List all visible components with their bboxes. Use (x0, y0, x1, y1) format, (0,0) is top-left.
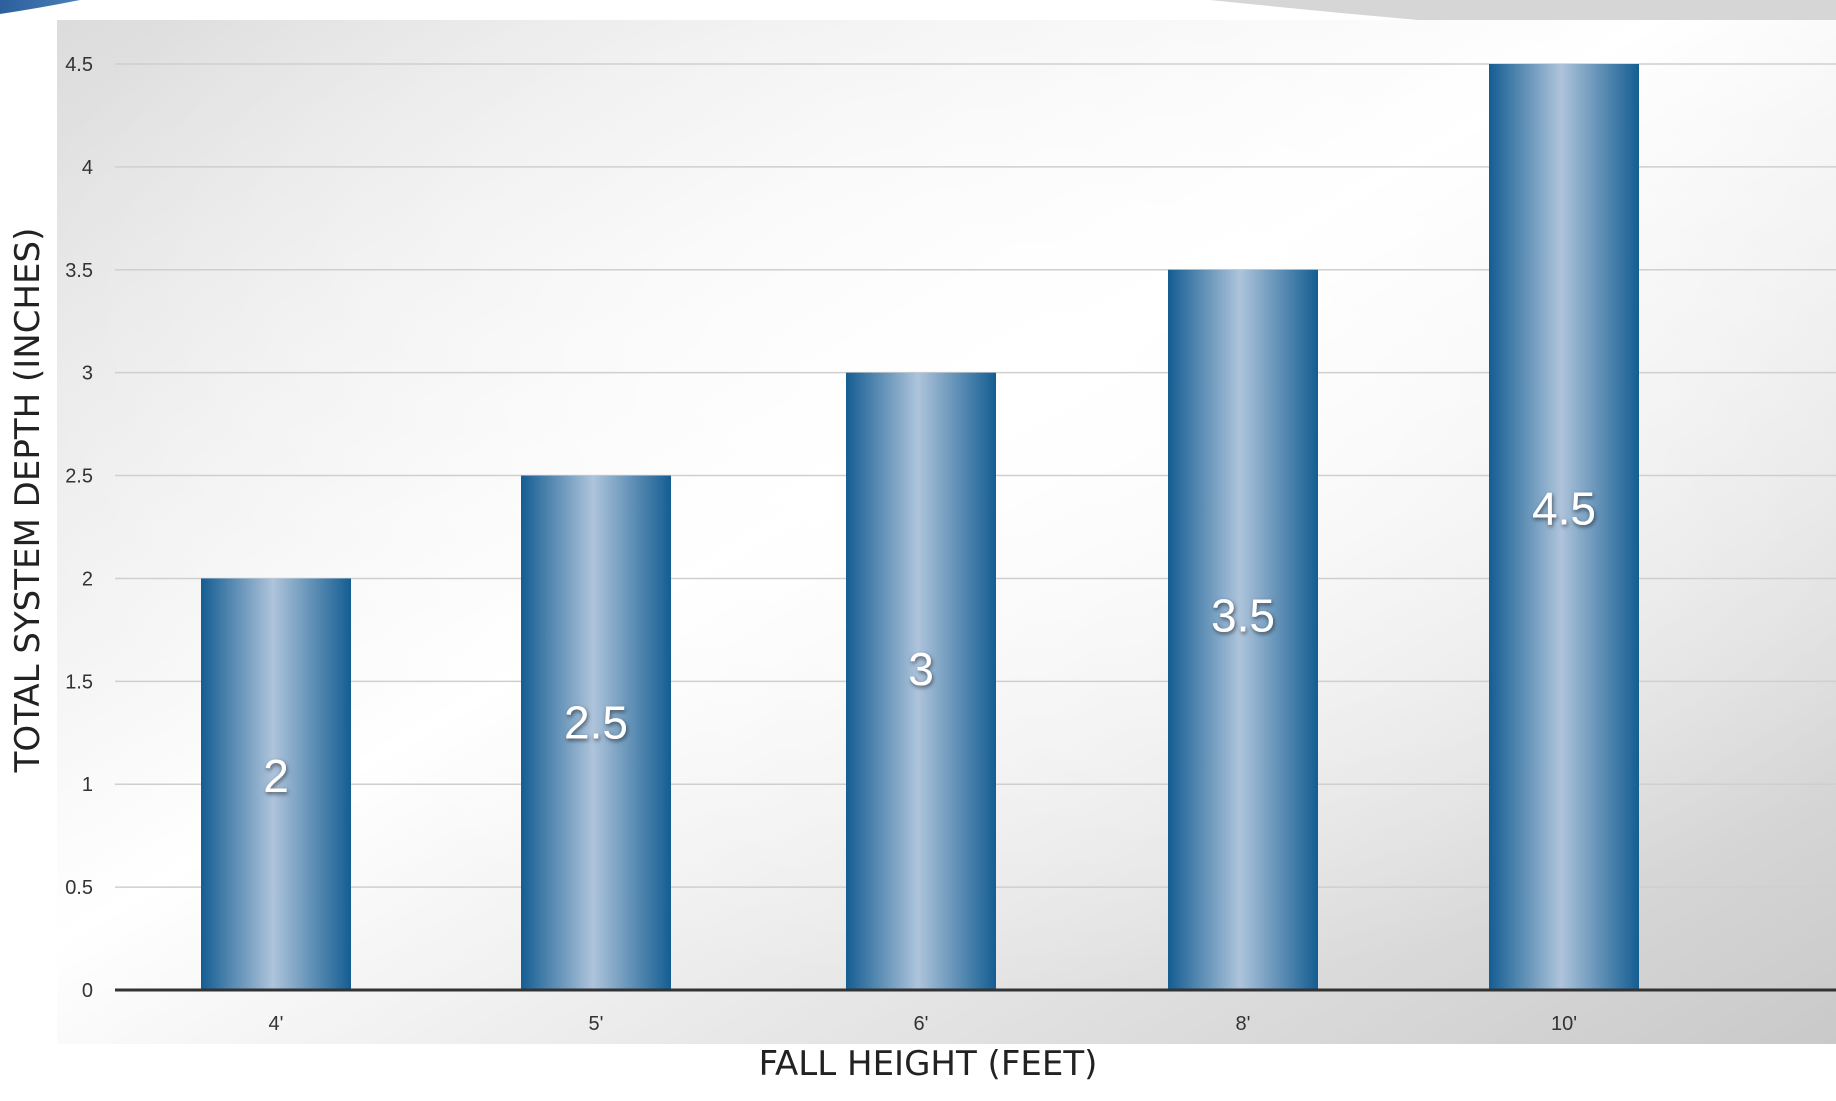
y-tick-label: 3.5 (65, 260, 93, 282)
y-axis-title: TOTAL SYSTEM DEPTH (INCHES) (8, 227, 48, 773)
bar (846, 372, 996, 991)
corner-banner-left (0, 0, 80, 14)
y-tick-labels: 0 0.5 1 1.5 2 2.5 3 3.5 4 4.5 (65, 54, 93, 1002)
bar-value-label: 3.5 (1211, 589, 1275, 641)
bar (1489, 64, 1639, 990)
x-axis-title: FALL HEIGHT (FEET) (758, 1044, 1098, 1084)
bar (521, 475, 671, 990)
x-tick-label: 6' (914, 1013, 929, 1035)
x-tick-label: 10' (1551, 1013, 1577, 1035)
x-tick-label: 4' (269, 1013, 284, 1035)
y-tick-label: 2.5 (65, 466, 93, 488)
y-tick-label: 1.5 (65, 671, 93, 693)
x-tick-label: 5' (589, 1013, 604, 1035)
y-tick-label: 4 (82, 157, 93, 179)
bar-value-label: 4.5 (1532, 482, 1596, 534)
bar-value-label: 2.5 (564, 696, 628, 748)
y-tick-label: 1 (82, 774, 93, 796)
y-tick-label: 0 (82, 980, 93, 1002)
bars (201, 64, 1639, 991)
bar-value-label: 3 (908, 643, 934, 695)
data-labels: 2 2.5 3 3.5 4.5 (263, 482, 1596, 802)
y-tick-label: 2 (82, 568, 93, 590)
bar (1168, 269, 1318, 990)
y-tick-label: 4.5 (65, 54, 93, 76)
bar (201, 578, 351, 990)
y-tick-label: 0.5 (65, 877, 93, 899)
x-tick-label: 8' (1236, 1013, 1251, 1035)
y-tick-label: 3 (82, 363, 93, 385)
x-tick-labels: 4' 5' 6' 8' 10' (269, 1013, 1578, 1035)
bar-value-label: 2 (263, 750, 289, 802)
